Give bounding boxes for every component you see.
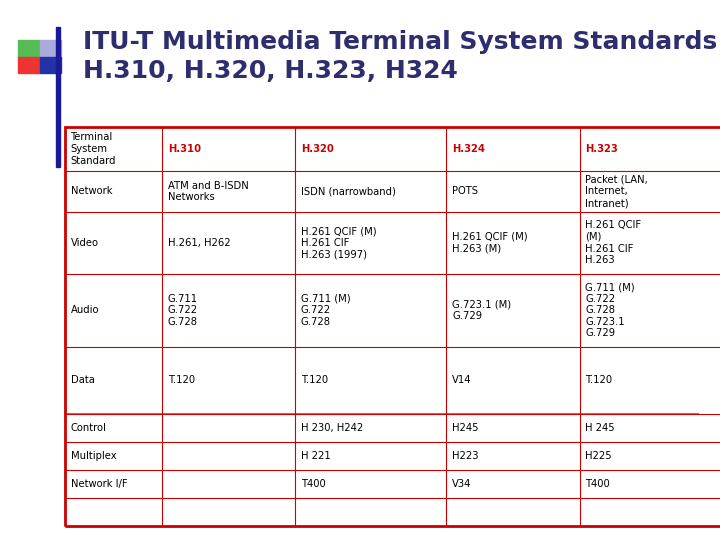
Text: Terminal
System
Standard: Terminal System Standard <box>71 132 116 166</box>
Text: Packet (LAN,
Internet,
Intranet): Packet (LAN, Internet, Intranet) <box>585 175 648 208</box>
Text: H.310: H.310 <box>168 144 201 154</box>
Bar <box>40 57 61 73</box>
Text: Network: Network <box>71 186 112 197</box>
Text: T.120: T.120 <box>301 375 328 386</box>
Text: ATM and B-ISDN
Networks: ATM and B-ISDN Networks <box>168 180 248 202</box>
Text: Control: Control <box>71 423 107 433</box>
Text: H.261 QCIF (M)
H.261 CIF
H.263 (1997): H.261 QCIF (M) H.261 CIF H.263 (1997) <box>301 226 377 259</box>
Text: Video: Video <box>71 238 99 248</box>
Text: H.261 QCIF
(M)
H.261 CIF
H.263: H.261 QCIF (M) H.261 CIF H.263 <box>585 220 642 265</box>
Text: H 245: H 245 <box>585 423 615 433</box>
Text: Multiplex: Multiplex <box>71 451 116 461</box>
Bar <box>18 57 40 73</box>
Bar <box>65 127 720 526</box>
Text: G.711
G.722
G.728: G.711 G.722 G.728 <box>168 294 198 327</box>
Text: T400: T400 <box>585 480 610 489</box>
Text: G.711 (M)
G.722
G.728: G.711 (M) G.722 G.728 <box>301 294 351 327</box>
Text: ITU-T Multimedia Terminal System Standards:
H.310, H.320, H.323, H324: ITU-T Multimedia Terminal System Standar… <box>83 30 720 83</box>
Bar <box>56 27 60 167</box>
Text: G.711 (M)
G.722
G.728
G.723.1
G.729: G.711 (M) G.722 G.728 G.723.1 G.729 <box>585 282 635 339</box>
Bar <box>40 40 61 57</box>
Text: T400: T400 <box>301 480 325 489</box>
Text: ISDN (narrowband): ISDN (narrowband) <box>301 186 396 197</box>
Text: T.120: T.120 <box>168 375 195 386</box>
Text: H245: H245 <box>452 423 479 433</box>
Text: H.323: H.323 <box>585 144 618 154</box>
Text: H225: H225 <box>585 451 612 461</box>
Text: H.320: H.320 <box>301 144 333 154</box>
Text: V34: V34 <box>452 480 472 489</box>
Text: H.261, H262: H.261, H262 <box>168 238 230 248</box>
Text: POTS: POTS <box>452 186 478 197</box>
Text: Network I/F: Network I/F <box>71 480 127 489</box>
Text: H223: H223 <box>452 451 479 461</box>
Text: T.120: T.120 <box>585 375 613 386</box>
Text: H.261 QCIF (M)
H.263 (M): H.261 QCIF (M) H.263 (M) <box>452 232 528 253</box>
Text: Audio: Audio <box>71 305 99 315</box>
Text: H 221: H 221 <box>301 451 330 461</box>
Text: Data: Data <box>71 375 94 386</box>
Bar <box>18 40 40 57</box>
Text: G.723.1 (M)
G.729: G.723.1 (M) G.729 <box>452 299 511 321</box>
Text: H 230, H242: H 230, H242 <box>301 423 363 433</box>
Text: H.324: H.324 <box>452 144 485 154</box>
Text: V14: V14 <box>452 375 472 386</box>
